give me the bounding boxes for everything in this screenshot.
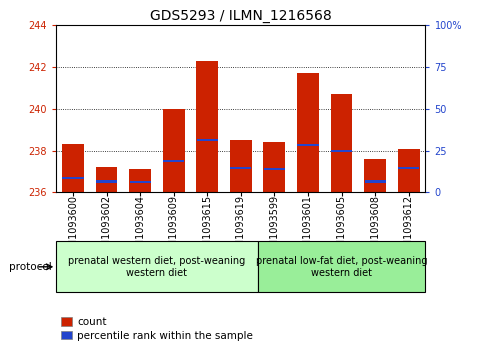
Text: prenatal low-fat diet, post-weaning
western diet: prenatal low-fat diet, post-weaning west…: [255, 256, 427, 278]
Bar: [62, 177, 83, 179]
Bar: [229, 140, 251, 192]
Bar: [163, 109, 184, 192]
Text: GSM1093604: GSM1093604: [135, 195, 145, 260]
Bar: [297, 144, 318, 146]
Legend: count, percentile rank within the sample: count, percentile rank within the sample: [61, 317, 252, 340]
Bar: [129, 181, 150, 183]
FancyBboxPatch shape: [257, 241, 425, 292]
Bar: [364, 180, 385, 183]
Title: GDS5293 / ILMN_1216568: GDS5293 / ILMN_1216568: [150, 9, 331, 23]
Text: GSM1093612: GSM1093612: [403, 195, 413, 260]
Bar: [62, 144, 84, 192]
Bar: [330, 150, 351, 152]
Text: GSM1093600: GSM1093600: [68, 195, 78, 260]
Bar: [330, 94, 352, 192]
Bar: [263, 168, 285, 170]
Text: GSM1093619: GSM1093619: [235, 195, 245, 260]
Text: GSM1093608: GSM1093608: [369, 195, 379, 260]
Text: prenatal western diet, post-weaning
western diet: prenatal western diet, post-weaning west…: [68, 256, 245, 278]
Bar: [96, 180, 117, 183]
Bar: [263, 142, 285, 192]
Bar: [129, 170, 151, 192]
FancyBboxPatch shape: [56, 241, 257, 292]
Bar: [196, 61, 218, 192]
Bar: [364, 159, 385, 192]
Bar: [96, 167, 117, 192]
Bar: [296, 73, 318, 192]
Text: protocol: protocol: [9, 262, 51, 272]
Text: GSM1093602: GSM1093602: [102, 195, 111, 260]
Bar: [397, 148, 419, 192]
Text: GSM1093599: GSM1093599: [269, 195, 279, 260]
Bar: [397, 167, 418, 169]
Text: GSM1093605: GSM1093605: [336, 195, 346, 260]
Bar: [230, 167, 251, 169]
Text: GSM1093609: GSM1093609: [168, 195, 178, 260]
Text: GSM1093615: GSM1093615: [202, 195, 212, 260]
Text: GSM1093601: GSM1093601: [303, 195, 312, 260]
Bar: [196, 139, 218, 141]
Bar: [163, 160, 184, 162]
